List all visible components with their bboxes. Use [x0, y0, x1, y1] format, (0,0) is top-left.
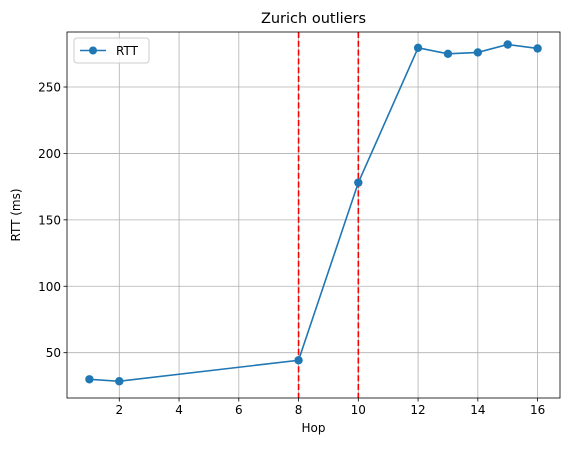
plot-frame: [66, 31, 561, 399]
grid: [67, 32, 560, 398]
x-tick-label: 4: [175, 403, 183, 417]
data-point: [443, 49, 453, 58]
axis-ticks: 2 4 6 8 10 12 14 16 50 100 150 200 250: [38, 80, 545, 417]
data-point: [294, 356, 303, 365]
y-tick-label: 150: [38, 213, 61, 227]
y-tick-label: 200: [38, 147, 61, 161]
chart-title: Zurich outliers: [261, 11, 366, 27]
x-axis-label: Hop: [302, 421, 326, 435]
y-tick-label: 250: [38, 80, 61, 94]
legend-box: [73, 37, 150, 64]
x-tick-label: 6: [235, 403, 243, 417]
reference-lines: [297, 32, 360, 398]
data-point: [473, 48, 483, 57]
x-tick-label: 12: [410, 403, 425, 417]
y-axis-label: RTT (ms): [9, 188, 23, 241]
data-point: [115, 377, 124, 386]
legend: RTT: [73, 37, 150, 64]
data-point: [354, 178, 363, 187]
x-tick-label: 2: [115, 403, 123, 417]
data-point: [503, 40, 512, 49]
x-tick-label: 10: [351, 403, 366, 417]
x-tick-label: 14: [470, 403, 485, 417]
x-tick-label: 16: [530, 403, 545, 417]
y-tick-label: 100: [38, 280, 61, 294]
data-point: [413, 43, 423, 53]
y-tick-label: 50: [46, 346, 61, 360]
series: [85, 40, 542, 386]
legend-label-rtt: RTT: [116, 44, 139, 58]
legend-marker-swatch: [89, 46, 97, 55]
data-point: [85, 375, 94, 384]
x-tick-label: 8: [295, 403, 303, 417]
data-point: [533, 44, 542, 53]
